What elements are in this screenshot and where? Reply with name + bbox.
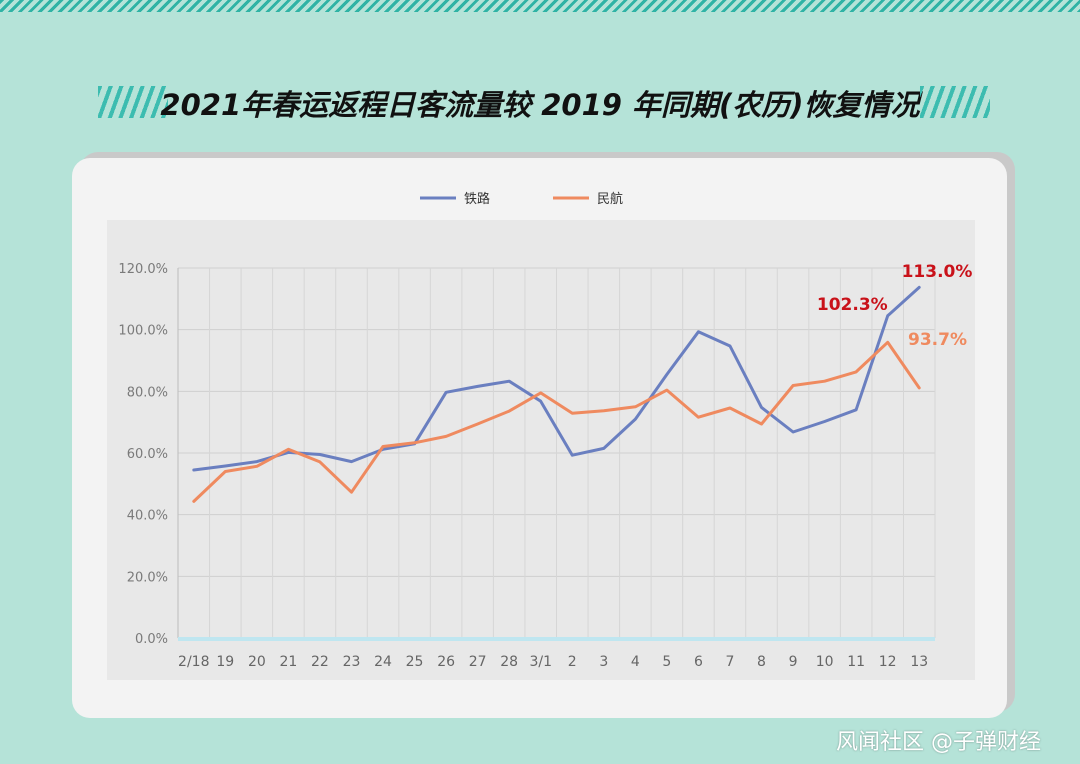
x-tick-label: 4 [631,654,640,670]
y-tick-label: 120.0% [118,262,168,277]
x-tick-label: 24 [374,654,392,670]
x-tick-label: 13 [910,654,928,670]
x-tick-label: 26 [437,654,455,670]
x-tick-label: 5 [662,654,671,670]
y-tick-label: 60.0% [127,447,168,462]
x-tick-label: 25 [406,654,424,670]
y-tick-label: 20.0% [127,570,168,585]
x-tick-label: 11 [847,654,865,670]
legend-label: 铁路 [464,191,490,207]
x-tick-label: 3 [599,654,608,670]
title-bar: 2021年春运返程日客流量较 2019 年同期(农历)恢复情况 [0,80,1080,124]
chart-title: 2021年春运返程日客流量较 2019 年同期(农历)恢复情况 [160,88,920,122]
watermark: 风闻社区 @子弹财经 [836,730,1041,755]
x-tick-label: 10 [816,654,834,670]
x-tick-label: 8 [757,654,766,670]
y-tick-label: 100.0% [118,324,168,339]
x-tick-label: 2 [568,654,577,670]
x-tick-label: 28 [500,654,518,670]
x-tick-label: 23 [343,654,361,670]
x-tick-label: 12 [879,654,897,670]
x-tick-label: 2/18 [178,654,209,670]
x-tick-label: 7 [726,654,735,670]
x-tick-label: 27 [469,654,487,670]
x-tick-label: 20 [248,654,266,670]
data-annotation: 102.3% [817,295,888,315]
plot-background [107,220,975,680]
data-annotation: 93.7% [908,330,967,350]
x-tick-label: 6 [694,654,703,670]
y-tick-label: 0.0% [135,632,168,647]
title-stripe-right-decoration [920,86,990,118]
y-tick-label: 40.0% [127,509,168,524]
top-stripe-decoration [0,0,1080,12]
title-stripe-left-decoration [98,86,168,118]
series-line-air [192,340,921,503]
series-line-rail [192,285,921,472]
data-annotation: 113.0% [902,262,973,282]
x-tick-label: 21 [279,654,297,670]
y-tick-label: 80.0% [127,385,168,400]
legend-label: 民航 [597,191,623,207]
x-tick-label: 22 [311,654,329,670]
x-tick-label: 3/1 [529,654,552,670]
x-tick-label: 19 [216,654,234,670]
x-tick-label: 9 [789,654,798,670]
